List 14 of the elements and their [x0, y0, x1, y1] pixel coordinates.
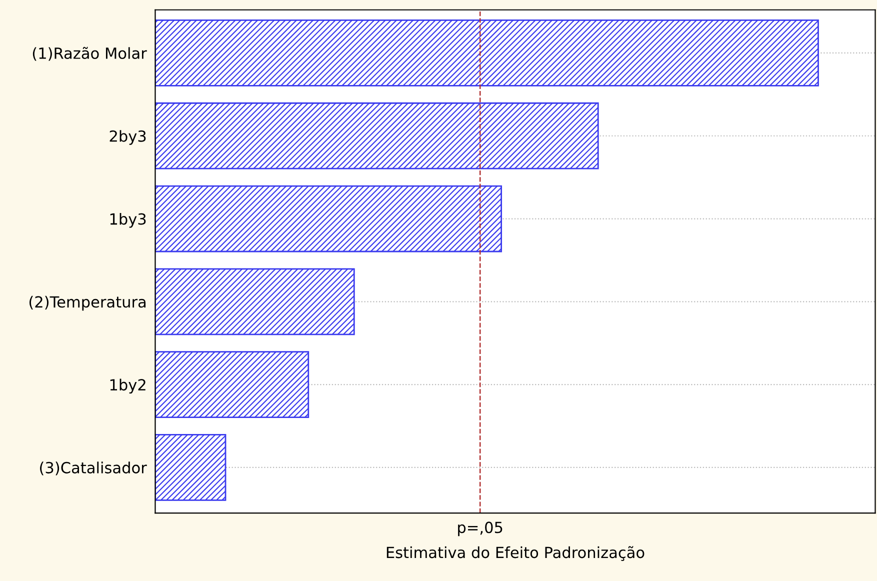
bar [155, 102, 599, 170]
ref-line-label: p=,05 [458, 522, 502, 536]
y-tick-label: (2)Temperatura [29, 296, 146, 311]
y-tick-label: (1)Razão Molar [32, 46, 147, 61]
bar [155, 351, 310, 418]
y-tick-label: 1by3 [110, 212, 146, 228]
y-tick-label: (3)Catalisador [40, 462, 147, 476]
y-tick-label: 1by2 [110, 378, 146, 394]
bar [155, 185, 502, 252]
bar [155, 434, 226, 501]
bar [155, 20, 819, 86]
bar [155, 268, 355, 336]
x-axis-title: Estimativa do Efeito Padronização [386, 546, 644, 561]
y-tick-label: 2by3 [110, 130, 146, 145]
